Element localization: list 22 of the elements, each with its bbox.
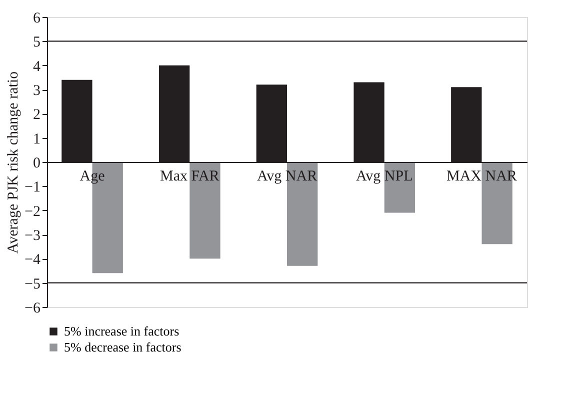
y-tick-label: 4 <box>33 58 41 75</box>
y-tick-label: 2 <box>33 107 40 124</box>
y-axis-title: Average PJK risk change ratio <box>6 71 22 254</box>
legend-label: 5% decrease in factors <box>64 340 182 354</box>
x-tick-label: Avg NPL <box>356 168 413 184</box>
x-tick-label: Max FAR <box>160 168 220 184</box>
y-tick-label: −5 <box>24 276 40 292</box>
y-tick-label: −6 <box>24 300 41 316</box>
y-tick-label: −2 <box>24 204 40 220</box>
y-tick-label: −4 <box>24 252 41 268</box>
legend-label: 5% increase in factors <box>64 324 180 338</box>
y-tick-label: 5 <box>33 34 40 51</box>
y-tick-label: 0 <box>33 156 40 172</box>
y-tick-label: −1 <box>24 180 40 196</box>
y-tick-label: −3 <box>24 228 40 244</box>
bar <box>190 162 220 259</box>
y-tick-label: 6 <box>33 10 41 26</box>
bar <box>384 162 416 213</box>
bar <box>287 162 318 266</box>
x-tick-label: Age <box>80 168 106 184</box>
y-tick-label: 1 <box>33 131 40 148</box>
y-tick-label: 3 <box>33 83 40 99</box>
